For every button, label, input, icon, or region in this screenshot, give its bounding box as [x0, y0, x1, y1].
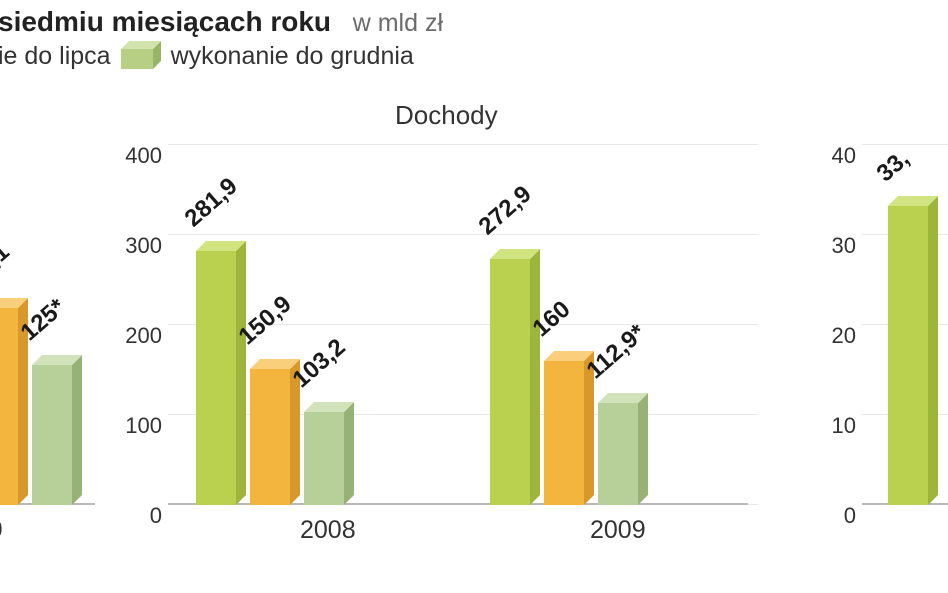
axis-tick: 200 — [108, 323, 162, 349]
legend-item-2: wykonanie do grudnia — [171, 42, 414, 71]
bar-group: 272,9160112,9* — [490, 259, 646, 505]
bar: 33, — [888, 206, 936, 505]
axis-tick: 400 — [108, 143, 162, 169]
axis-tick: 40 — [802, 143, 856, 169]
chart-title-row: siedmiu miesiącach roku w mld zł — [0, 6, 443, 38]
bar-value-label: 272,9 — [474, 180, 538, 241]
gridline — [168, 234, 758, 235]
bar: 75,1 — [0, 308, 26, 505]
axis-tick: 0 — [108, 503, 162, 529]
gridline — [168, 144, 758, 145]
chart-area: 75,1125*090100200300400281,9150,9103,220… — [0, 145, 948, 565]
chart-subtitle: Dochody — [395, 100, 498, 131]
legend-item-1-fragment: ie do lipca — [0, 42, 111, 71]
bar-group: 75,1125* — [0, 308, 80, 505]
chart-title-fragment: siedmiu miesiącach roku — [0, 6, 331, 37]
axis-tick: 30 — [802, 233, 856, 259]
axis-tick: 20 — [802, 323, 856, 349]
legend-swatch-grudnia — [121, 45, 161, 69]
bar: 150,9 — [250, 369, 298, 505]
bar-value-label: 103,2 — [288, 333, 352, 394]
gridline — [862, 144, 948, 145]
axis-tick: 10 — [802, 413, 856, 439]
axis-tick: 0 — [802, 503, 856, 529]
bar: 112,9* — [598, 403, 646, 505]
bar-value-label: 281,9 — [180, 172, 244, 233]
bar: 160 — [544, 361, 592, 505]
chart-unit-text: w mld zł — [353, 9, 443, 37]
bar: 281,9 — [196, 251, 244, 505]
legend: ie do lipca wykonanie do grudnia — [0, 42, 414, 71]
y-axis: 0100200300400 — [108, 145, 168, 505]
year-label: 2009 — [590, 516, 646, 545]
bar-group: 281,9150,9103,2 — [196, 251, 352, 505]
axis-tick: 100 — [108, 413, 162, 439]
y-axis: 010203040 — [802, 145, 862, 505]
bar: 103,2 — [304, 412, 352, 505]
year-label: 09 — [0, 516, 3, 545]
bar-value-label: 75,1 — [0, 238, 15, 290]
bar: 125* — [32, 365, 80, 505]
year-label: 2008 — [300, 516, 356, 545]
bar-value-label: 33, — [872, 145, 916, 188]
chart-title-unit: w mld zł — [339, 9, 443, 37]
bar: 272,9 — [490, 259, 538, 505]
axis-tick: 300 — [108, 233, 162, 259]
bar-group: 33, — [888, 206, 936, 505]
